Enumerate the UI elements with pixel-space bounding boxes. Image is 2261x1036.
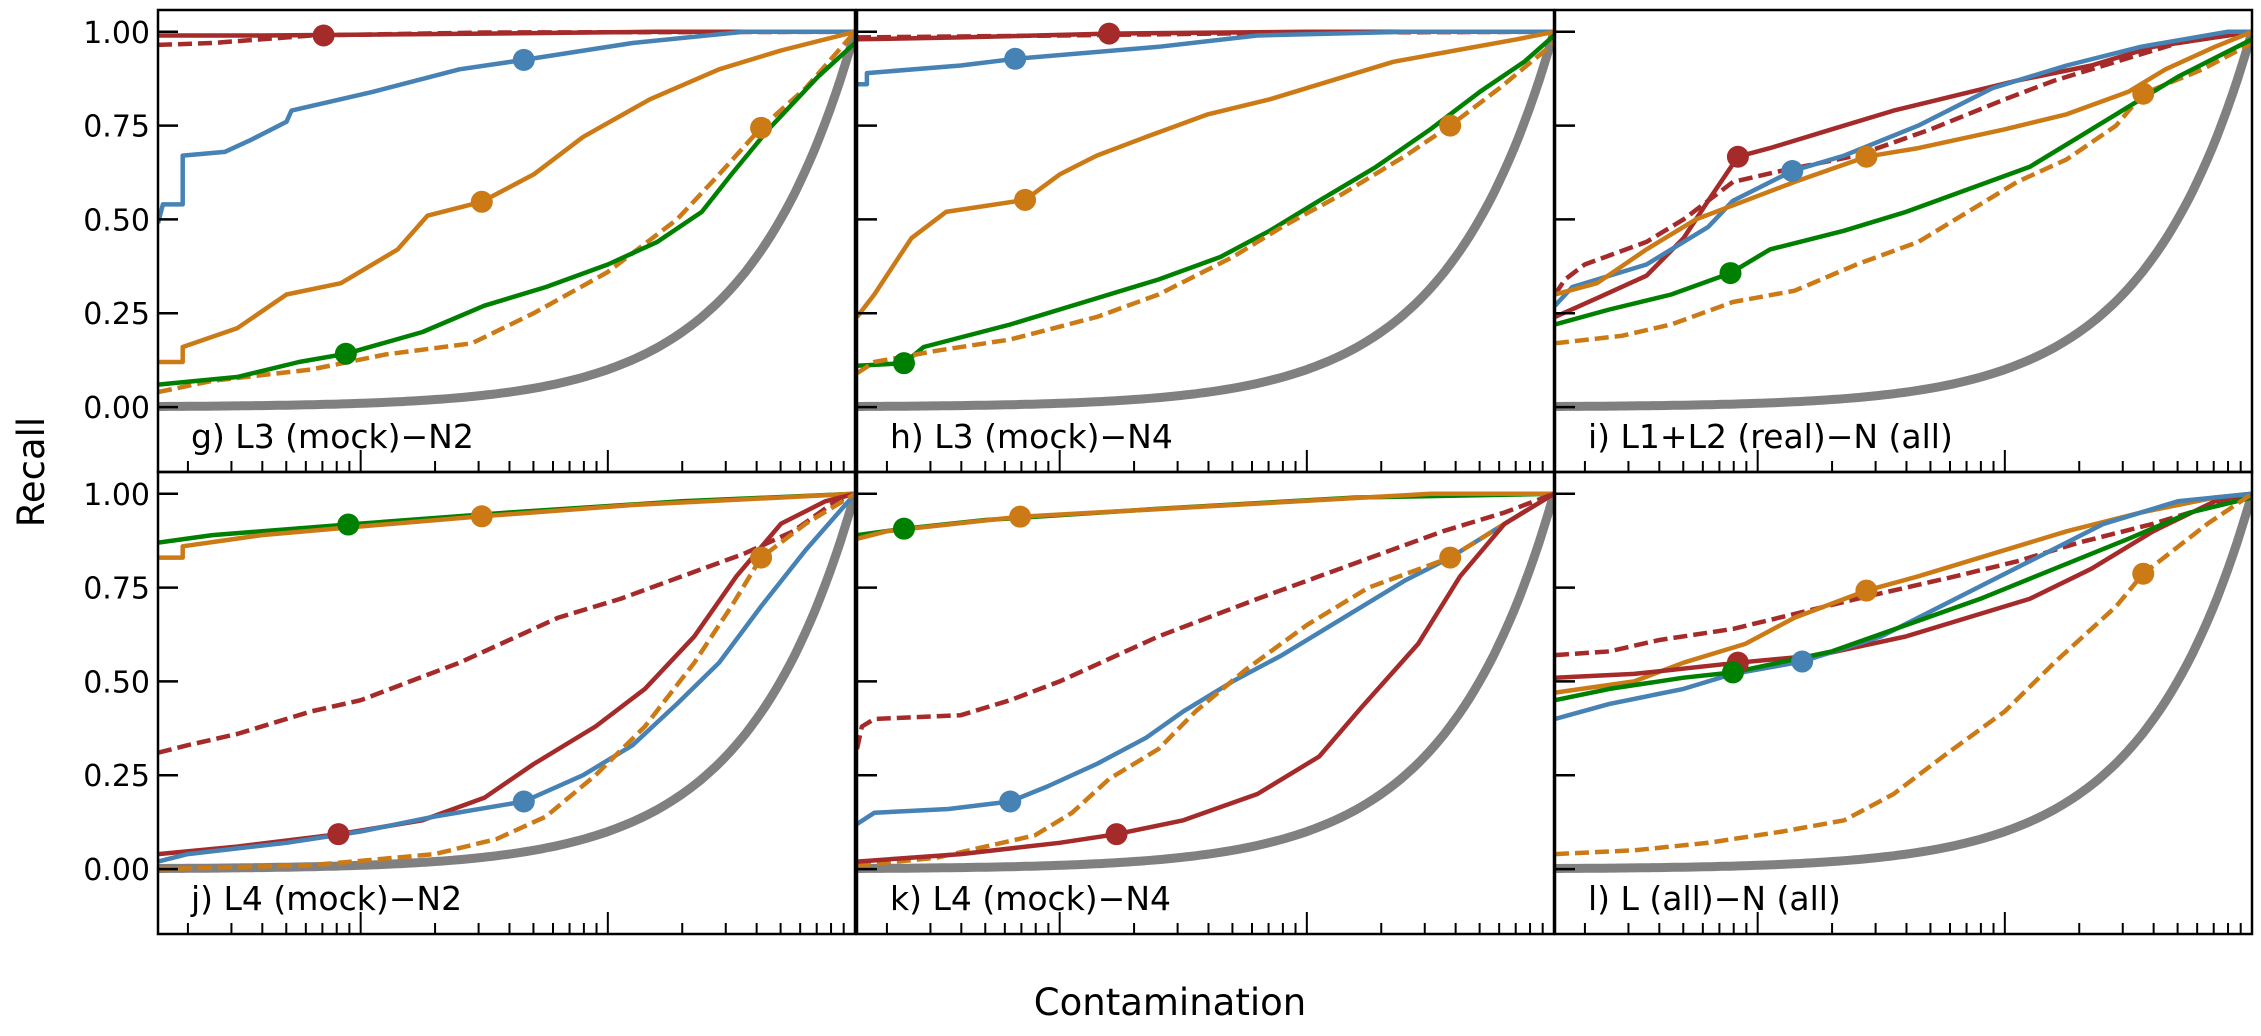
series-blue-solid (857, 491, 1554, 826)
plot-area (1555, 491, 2252, 873)
series-red-solid (857, 491, 1554, 864)
series-orange-solid (857, 29, 1554, 319)
marker-orange-solid (470, 505, 493, 528)
series-red-solid (1555, 491, 2252, 680)
y-tick-label: 0.50 (83, 203, 150, 238)
marker-green-solid (337, 513, 360, 536)
series-red-solid (1555, 29, 2252, 320)
y-axis-title: Recall (10, 417, 53, 527)
baseline-curve (158, 492, 855, 873)
marker-blue-solid (512, 48, 535, 71)
baseline-curve (1555, 492, 2252, 873)
series-red-dashed (158, 29, 855, 48)
series-red-dashed (857, 491, 1554, 750)
y-tick-label: 0.75 (83, 572, 150, 607)
y-tick-label: 0.00 (83, 853, 150, 888)
y-tick-label: 0.50 (83, 665, 150, 700)
baseline-curve (857, 492, 1554, 873)
y-tick-label: 0.25 (83, 759, 150, 794)
series-green-solid (1555, 495, 2252, 703)
plot-area (1555, 29, 2252, 411)
x-axis-title: Contamination (1034, 981, 1306, 1024)
marker-red-solid (1726, 145, 1749, 168)
panel-label: i) L1+L2 (real)−N (all) (1588, 417, 1953, 456)
panel-g: 0.00 0.25 0.50 0.75 1.00 g) L3 (mock)−N2 (83, 8, 857, 474)
series-orange-solid (158, 29, 855, 365)
series-blue-solid (158, 492, 855, 864)
plot-area (158, 491, 855, 873)
series-blue-solid (1555, 29, 2252, 308)
panel-label: j) L4 (mock)−N2 (190, 879, 462, 918)
baseline-curve (857, 30, 1554, 411)
baseline-curve (1555, 30, 2252, 411)
series-blue-solid (857, 29, 1554, 87)
series-green-solid (158, 41, 855, 387)
panel-label: g) L3 (mock)−N2 (191, 417, 474, 456)
panel-label: k) L4 (mock)−N4 (890, 879, 1171, 918)
plot-area (857, 22, 1554, 411)
series-blue-solid (1555, 491, 2252, 722)
marker-orange-solid (1009, 505, 1032, 528)
series-red-solid (158, 491, 855, 857)
panel-frame (156, 470, 857, 936)
marker-green-solid (1721, 661, 1744, 684)
marker-blue-solid (1781, 160, 1804, 183)
panel-k: k) L4 (mock)−N4 (855, 470, 1556, 936)
marker-orange-dashed (1439, 546, 1462, 569)
y-tick-label: 1.00 (83, 478, 150, 513)
series-red-dashed (158, 491, 855, 755)
panel-h: h) L3 (mock)−N4 (855, 8, 1556, 474)
series-orange-solid (1555, 29, 2252, 297)
marker-blue-solid (512, 790, 535, 813)
marker-orange-dashed (2132, 562, 2155, 585)
panel-label: h) L3 (mock)−N4 (890, 417, 1173, 456)
series-orange-solid (857, 491, 1554, 541)
marker-orange-dashed (750, 116, 773, 139)
marker-orange-dashed (2132, 82, 2155, 105)
marker-green-solid (334, 342, 357, 365)
marker-orange-solid (470, 190, 493, 213)
series-green-solid (857, 33, 1554, 369)
series-blue-solid (158, 29, 855, 224)
panel-label: l) L (all)−N (all) (1588, 879, 1841, 918)
marker-green-solid (1719, 262, 1742, 285)
marker-orange-solid (1855, 145, 1878, 168)
marker-blue-solid (999, 790, 1022, 813)
series-red-dashed (1555, 491, 2252, 658)
y-tick-label: 1.00 (83, 16, 150, 51)
panel-l: l) L (all)−N (all) (1553, 470, 2254, 936)
panel-j: 0.00 0.25 0.50 0.75 1.00 j) L4 (mock)−N2 (83, 470, 857, 936)
plot-area (158, 24, 855, 411)
marker-red-solid (1105, 823, 1128, 846)
plot-area (857, 491, 1554, 873)
baseline-curve (158, 30, 855, 411)
y-tick-label: 0.25 (83, 297, 150, 332)
marker-orange-solid (1014, 188, 1037, 211)
series-green-solid (1555, 37, 2252, 327)
marker-green-solid (892, 517, 915, 540)
panel-i: i) L1+L2 (real)−N (all) (1553, 8, 2254, 474)
y-tick-label: 0.00 (83, 391, 150, 426)
marker-green-solid (892, 352, 915, 375)
series-orange-dashed (857, 491, 1554, 868)
marker-red-solid (312, 24, 335, 47)
series-orange-dashed (158, 30, 855, 395)
y-tick-label: 0.75 (83, 110, 150, 145)
series-orange-solid (158, 491, 855, 560)
panel-frame (1553, 470, 2254, 936)
marker-orange-dashed (1439, 114, 1462, 137)
marker-blue-solid (1791, 650, 1814, 673)
marker-blue-solid (1004, 47, 1027, 70)
marker-red-solid (327, 823, 350, 846)
marker-orange-dashed (750, 546, 773, 569)
marker-red-solid (1098, 22, 1121, 45)
marker-orange-solid (1855, 579, 1878, 602)
